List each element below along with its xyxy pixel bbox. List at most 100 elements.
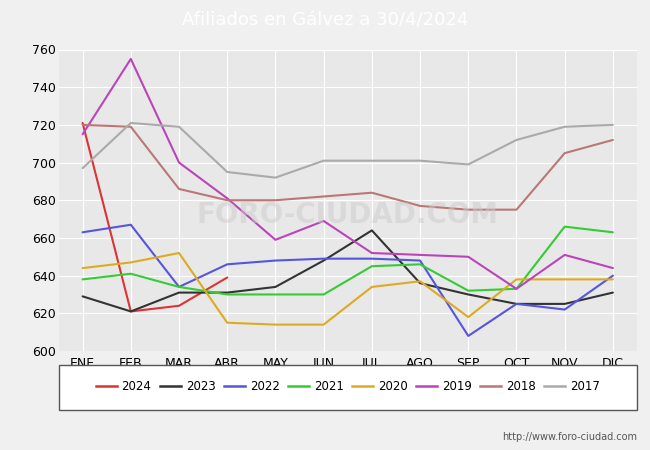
- 2017: [175, 124, 183, 130]
- 2019: [320, 218, 328, 224]
- 2023: [561, 301, 569, 306]
- 2022: [513, 301, 521, 306]
- 2018: [127, 124, 135, 130]
- 2020: [609, 277, 617, 282]
- 2019: [175, 160, 183, 165]
- Line: 2018: 2018: [83, 125, 613, 210]
- 2017: [368, 158, 376, 163]
- 2022: [609, 273, 617, 278]
- 2020: [464, 315, 472, 320]
- 2020: [561, 277, 569, 282]
- 2023: [224, 290, 231, 295]
- 2018: [79, 122, 86, 128]
- 2018: [513, 207, 521, 212]
- 2023: [175, 290, 183, 295]
- 2019: [127, 56, 135, 62]
- 2021: [464, 288, 472, 293]
- 2020: [79, 266, 86, 271]
- Line: 2021: 2021: [83, 227, 613, 294]
- 2022: [224, 261, 231, 267]
- Line: 2024: 2024: [83, 123, 228, 311]
- 2023: [127, 309, 135, 314]
- 2021: [272, 292, 280, 297]
- 2022: [561, 307, 569, 312]
- Legend: 2024, 2023, 2022, 2021, 2020, 2019, 2018, 2017: 2024, 2023, 2022, 2021, 2020, 2019, 2018…: [91, 376, 604, 398]
- 2018: [320, 194, 328, 199]
- Line: 2019: 2019: [83, 59, 613, 289]
- 2017: [79, 166, 86, 171]
- 2017: [272, 175, 280, 180]
- 2023: [464, 292, 472, 297]
- 2017: [127, 120, 135, 126]
- 2021: [416, 261, 424, 267]
- Line: 2020: 2020: [83, 253, 613, 324]
- 2017: [416, 158, 424, 163]
- 2022: [127, 222, 135, 227]
- 2024: [127, 309, 135, 314]
- 2019: [224, 196, 231, 201]
- 2023: [272, 284, 280, 290]
- 2019: [416, 252, 424, 257]
- 2020: [513, 277, 521, 282]
- 2018: [609, 137, 617, 143]
- 2019: [513, 286, 521, 292]
- 2020: [320, 322, 328, 327]
- 2017: [224, 169, 231, 175]
- 2021: [175, 284, 183, 290]
- 2023: [320, 258, 328, 263]
- 2021: [609, 230, 617, 235]
- 2017: [320, 158, 328, 163]
- 2022: [272, 258, 280, 263]
- 2018: [224, 198, 231, 203]
- 2021: [368, 264, 376, 269]
- 2019: [464, 254, 472, 260]
- 2023: [416, 280, 424, 286]
- 2022: [79, 230, 86, 235]
- 2018: [368, 190, 376, 195]
- 2020: [368, 284, 376, 290]
- 2020: [272, 322, 280, 327]
- 2019: [561, 252, 569, 257]
- FancyBboxPatch shape: [58, 364, 637, 410]
- 2021: [320, 292, 328, 297]
- 2021: [224, 292, 231, 297]
- 2022: [416, 258, 424, 263]
- 2017: [609, 122, 617, 128]
- 2021: [127, 271, 135, 276]
- 2020: [416, 279, 424, 284]
- 2020: [127, 260, 135, 265]
- 2023: [79, 294, 86, 299]
- 2023: [368, 228, 376, 233]
- 2021: [561, 224, 569, 230]
- 2024: [224, 275, 231, 280]
- 2023: [609, 290, 617, 295]
- 2018: [416, 203, 424, 209]
- 2024: [175, 303, 183, 308]
- 2020: [175, 250, 183, 256]
- 2018: [561, 150, 569, 156]
- 2022: [464, 333, 472, 338]
- Line: 2022: 2022: [83, 225, 613, 336]
- 2021: [79, 277, 86, 282]
- 2018: [272, 198, 280, 203]
- Text: FORO-CIUDAD.COM: FORO-CIUDAD.COM: [197, 201, 499, 230]
- 2019: [368, 250, 376, 256]
- 2021: [513, 286, 521, 292]
- 2017: [561, 124, 569, 130]
- 2018: [464, 207, 472, 212]
- 2019: [609, 266, 617, 271]
- 2023: [513, 301, 521, 306]
- 2018: [175, 186, 183, 192]
- 2022: [368, 256, 376, 261]
- 2024: [79, 120, 86, 126]
- 2019: [272, 237, 280, 243]
- 2022: [175, 284, 183, 290]
- Line: 2023: 2023: [83, 230, 613, 311]
- 2017: [464, 162, 472, 167]
- 2019: [79, 131, 86, 137]
- 2017: [513, 137, 521, 143]
- Line: 2017: 2017: [83, 123, 613, 178]
- 2022: [320, 256, 328, 261]
- 2020: [224, 320, 231, 325]
- Text: http://www.foro-ciudad.com: http://www.foro-ciudad.com: [502, 432, 637, 442]
